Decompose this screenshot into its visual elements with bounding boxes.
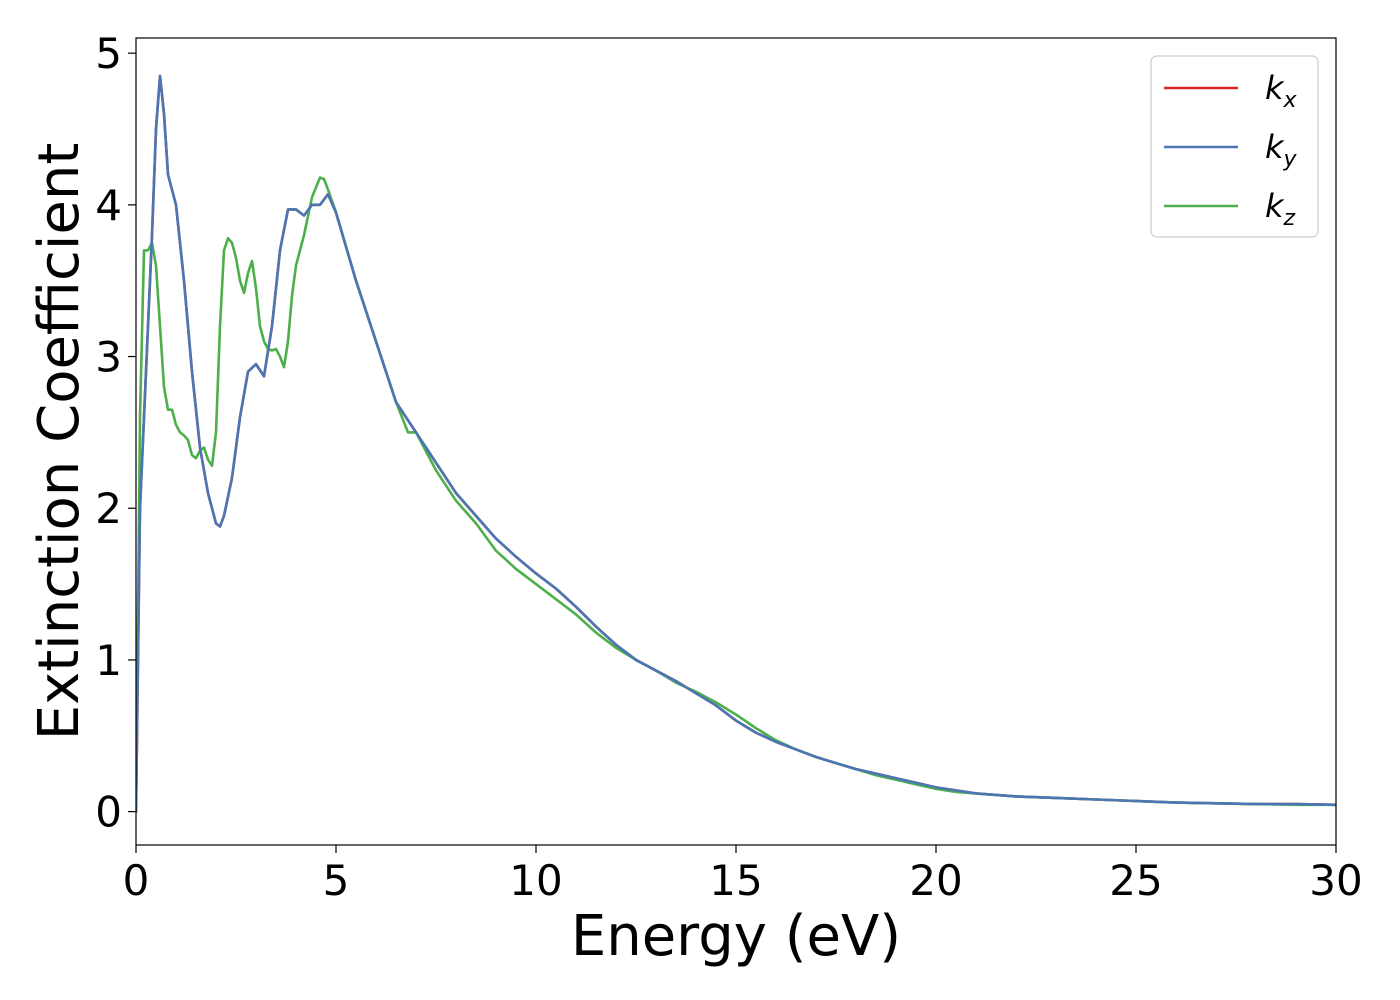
y-axis-label: Extinction Coefficient <box>27 143 92 741</box>
y-tick-label: 2 <box>95 484 122 533</box>
x-axis-label: Energy (eV) <box>571 904 901 969</box>
x-tick-label: 0 <box>123 856 150 905</box>
x-tick-label: 30 <box>1309 856 1362 905</box>
plot-area <box>136 74 1336 813</box>
x-tick-label: 15 <box>709 856 762 905</box>
x-tick-label: 10 <box>509 856 562 905</box>
x-tick-label: 20 <box>909 856 962 905</box>
axis-ticks: 0 5 10 15 20 25 30 0 1 2 3 4 5 <box>95 29 1362 905</box>
series-line-ky <box>136 74 1336 813</box>
y-tick-label: 0 <box>95 788 122 837</box>
x-tick-label: 25 <box>1109 856 1162 905</box>
y-tick-label: 1 <box>95 636 122 685</box>
y-tick-label: 5 <box>95 29 122 78</box>
x-tick-label: 5 <box>323 856 350 905</box>
y-tick-label: 3 <box>95 333 122 382</box>
y-tick-label: 4 <box>95 181 122 230</box>
